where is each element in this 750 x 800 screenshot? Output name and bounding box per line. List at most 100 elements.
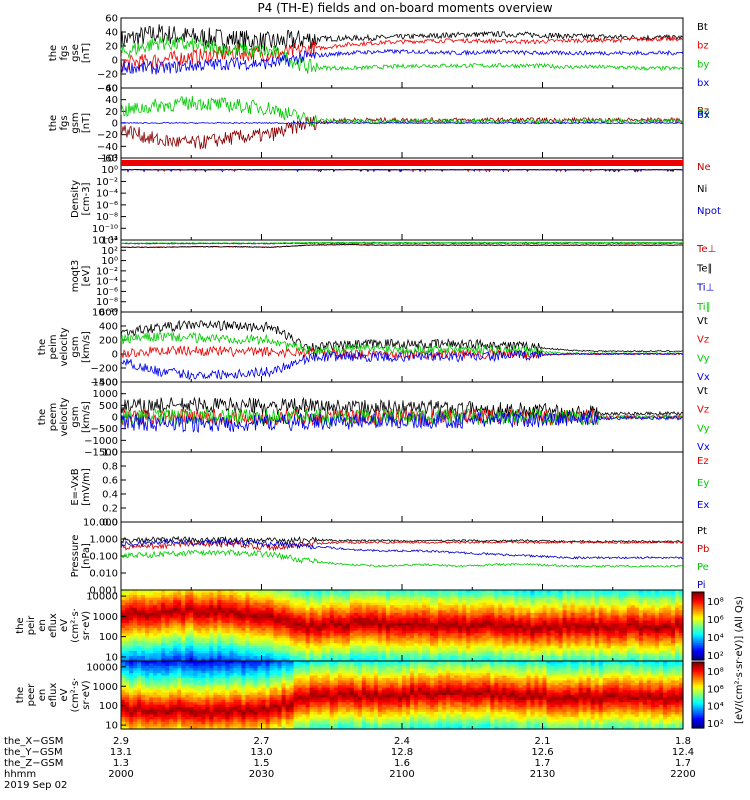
spectrogram-1-cell <box>205 658 210 662</box>
spectrogram-1-cell <box>586 622 592 627</box>
spectrogram-1-cell <box>470 638 475 642</box>
spectrogram-2-cell <box>133 712 138 716</box>
spectrogram-1-cell <box>514 597 520 601</box>
spectrogram-1-cell <box>373 635 379 639</box>
spectrogram-1-cell <box>349 645 355 649</box>
spectrogram-2-cell <box>201 663 206 667</box>
spectrogram-1-cell <box>642 653 648 657</box>
series-bz-line <box>120 116 684 150</box>
spectrogram-1-cell <box>373 625 379 629</box>
spectrogram-1-cell <box>145 630 150 634</box>
spectrogram-1-cell <box>618 610 624 614</box>
spectrogram-2-cell <box>193 704 198 708</box>
spectrogram-1-cell <box>458 640 463 644</box>
spectrogram-1-cell <box>646 590 652 594</box>
spectrogram-1-cell <box>149 650 154 654</box>
spectrogram-1-cell <box>125 628 130 632</box>
spectrogram-2-cell <box>213 668 218 672</box>
spectrogram-1-cell <box>269 648 275 652</box>
spectrogram-1-cell <box>221 617 226 622</box>
spectrogram-2-cell <box>193 695 198 699</box>
spectrogram-2-cell <box>153 665 158 669</box>
spectrogram-1-cell <box>205 625 210 629</box>
spectrogram-1-cell <box>197 615 202 619</box>
spectrogram-1-cell <box>357 615 363 619</box>
spectrogram-1-cell <box>654 610 660 614</box>
spectrogram-2-cell <box>189 709 194 713</box>
spectrogram-2-cell <box>141 695 146 699</box>
spectrogram-1-cell <box>406 648 411 652</box>
spectrogram-2-cell <box>141 661 146 665</box>
spectrogram-1-cell <box>414 612 419 616</box>
spectrogram-1-cell <box>402 592 407 596</box>
spectrogram-1-cell <box>402 605 407 609</box>
spectrogram-2-cell <box>157 675 162 679</box>
spectrogram-1-cell <box>414 645 419 649</box>
spectrogram-1-cell <box>642 630 648 634</box>
spectrogram-1-cell <box>614 595 620 599</box>
spectrogram-1-cell <box>153 612 158 616</box>
spectrogram-1-cell <box>566 595 572 599</box>
spectrogram-1-cell <box>470 620 475 624</box>
spectrogram-1-cell <box>654 620 660 624</box>
spectrogram-1-cell <box>373 617 379 622</box>
spectrogram-1-cell <box>426 620 431 624</box>
spectrogram-1-cell <box>341 610 347 614</box>
spectrogram-1-cell <box>434 648 439 652</box>
spectrogram-1-cell <box>610 655 616 660</box>
spectrogram-1-cell <box>245 617 251 622</box>
spectrogram-1-cell <box>361 617 367 622</box>
spectrogram-1-cell <box>478 658 483 662</box>
spectrogram-1-cell <box>293 628 299 632</box>
spectrogram-1-cell <box>502 648 507 652</box>
spectrogram-1-cell <box>658 650 664 654</box>
spectrogram-1-cell <box>674 630 680 634</box>
spectrogram-1-cell <box>181 653 186 657</box>
spectrogram-1-cell <box>594 643 600 647</box>
spectrogram-1-cell <box>277 612 283 616</box>
spectrogram-1-cell <box>357 655 363 660</box>
spectrogram-1-cell <box>602 612 608 616</box>
spectrogram-1-cell <box>273 653 279 657</box>
spectrogram-1-cell <box>626 615 632 619</box>
spectrogram-1-cell <box>538 643 544 647</box>
spectrogram-1-cell <box>570 612 576 616</box>
spectrogram-1-cell <box>458 620 463 624</box>
spectrogram-1-cell <box>470 592 475 596</box>
spectrogram-1-cell <box>522 605 528 609</box>
spectrogram-1-cell <box>606 620 612 624</box>
spectrogram-1-cell <box>261 655 267 660</box>
spectrogram-1-cell <box>426 622 431 627</box>
spectrogram-1-cell <box>181 607 186 611</box>
spectrogram-2-cell <box>217 724 222 728</box>
spectrogram-1-cell <box>201 643 206 647</box>
spectrogram-1-cell <box>229 620 234 624</box>
spectrogram-1-cell <box>618 617 624 622</box>
spectrogram-1-cell <box>658 625 664 629</box>
spectrogram-2-cell <box>213 661 218 665</box>
spectrogram-1-cell <box>353 655 359 660</box>
spectrogram-1-cell <box>333 645 339 649</box>
spectrogram-1-cell <box>634 645 640 649</box>
spectrogram-1-cell <box>402 597 407 601</box>
spectrogram-1-cell <box>373 600 379 604</box>
spectrogram-1-cell <box>586 595 592 599</box>
spectrogram-2-cell <box>165 661 170 665</box>
spectrogram-1-cell <box>646 597 652 601</box>
spectrogram-1-cell <box>402 617 407 622</box>
spectrogram-1-cell <box>361 648 367 652</box>
spectrogram-2-cell <box>125 709 130 713</box>
spectrogram-1-cell <box>141 643 146 647</box>
spectrogram-2-cell <box>129 712 134 716</box>
spectrogram-1-cell <box>361 610 367 614</box>
spectrogram-1-cell <box>562 638 568 642</box>
spectrogram-1-cell <box>317 658 323 662</box>
spectrogram-1-cell <box>249 602 255 606</box>
spectrogram-1-cell <box>165 602 170 606</box>
spectrogram-1-cell <box>133 628 138 632</box>
spectrogram-1-cell <box>221 625 226 629</box>
spectrogram-1-cell <box>273 630 279 634</box>
spectrogram-1-cell <box>277 640 283 644</box>
spectrogram-1-cell <box>606 650 612 654</box>
spectrogram-1-cell <box>430 595 435 599</box>
